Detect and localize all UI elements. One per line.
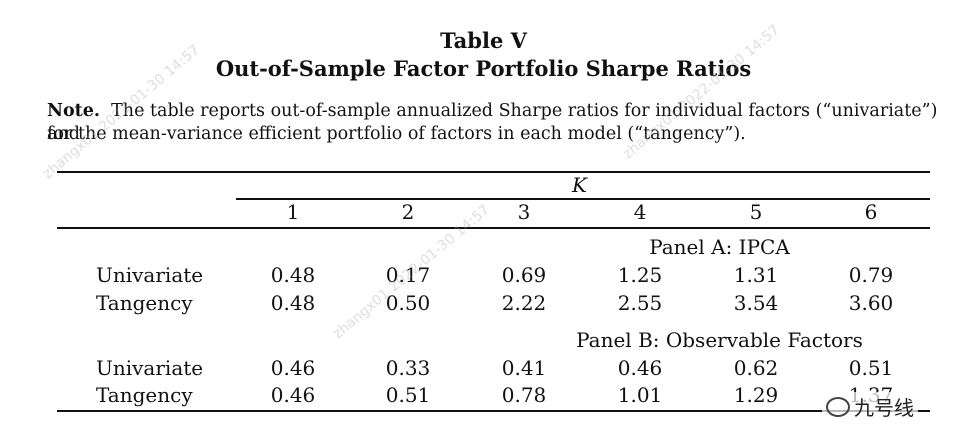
k-header: K bbox=[572, 173, 587, 197]
table-cell: 0.51 bbox=[385, 383, 431, 407]
table-cell: 0.79 bbox=[848, 263, 894, 287]
table-cell: 1.25 bbox=[617, 263, 663, 287]
k-rule bbox=[236, 198, 930, 200]
row-label: Univariate bbox=[96, 263, 204, 287]
top-rule bbox=[57, 171, 930, 173]
column-header: 5 bbox=[749, 200, 763, 224]
table-cell: 0.62 bbox=[733, 356, 779, 380]
note-line-1: Note. The table reports out-of-sample an… bbox=[47, 100, 947, 146]
table-cell: 0.46 bbox=[270, 383, 316, 407]
panel-b-title: Panel B: Observable Factors bbox=[576, 328, 863, 352]
header-rule bbox=[57, 227, 930, 229]
table-cell: 0.78 bbox=[501, 383, 547, 407]
table-cell: 0.51 bbox=[848, 356, 894, 380]
table-cell: 0.48 bbox=[270, 291, 316, 315]
column-header: 4 bbox=[633, 200, 647, 224]
column-header: 6 bbox=[864, 200, 878, 224]
table-cell: 0.50 bbox=[385, 291, 431, 315]
table-cell: 2.55 bbox=[617, 291, 663, 315]
table-cell: 3.60 bbox=[848, 291, 894, 315]
column-header: 3 bbox=[517, 200, 531, 224]
table-cell: 0.46 bbox=[270, 356, 316, 380]
table-cell: 1.29 bbox=[733, 383, 779, 407]
table-cell: 0.33 bbox=[385, 356, 431, 380]
table-cell: 0.69 bbox=[501, 263, 547, 287]
row-label: Tangency bbox=[96, 291, 193, 315]
table-cell: 0.46 bbox=[617, 356, 663, 380]
table-cell: 0.17 bbox=[385, 263, 431, 287]
table-cell: 1.31 bbox=[733, 263, 779, 287]
note-text-1: The table reports out-of-sample annualiz… bbox=[47, 101, 938, 144]
note-label: Note. bbox=[47, 101, 100, 121]
chat-bubble-icon bbox=[826, 397, 850, 417]
row-label: Tangency bbox=[96, 383, 193, 407]
brand-watermark: 九号线 bbox=[822, 392, 918, 421]
brand-text: 九号线 bbox=[854, 396, 914, 420]
table-subtitle: Out-of-Sample Factor Portfolio Sharpe Ra… bbox=[215, 56, 752, 81]
table-cell: 1.01 bbox=[617, 383, 663, 407]
column-header: 1 bbox=[286, 200, 300, 224]
table-cell: 3.54 bbox=[733, 291, 779, 315]
table-cell: 2.22 bbox=[501, 291, 547, 315]
table-cell: 0.41 bbox=[501, 356, 547, 380]
note-line-2: for the mean-variance efficient portfoli… bbox=[47, 124, 746, 144]
bottom-rule bbox=[57, 410, 930, 412]
column-header: 2 bbox=[401, 200, 415, 224]
table-title: Table V bbox=[440, 28, 527, 53]
panel-a-title: Panel A: IPCA bbox=[649, 235, 790, 259]
row-label: Univariate bbox=[96, 356, 204, 380]
table-cell: 0.48 bbox=[270, 263, 316, 287]
